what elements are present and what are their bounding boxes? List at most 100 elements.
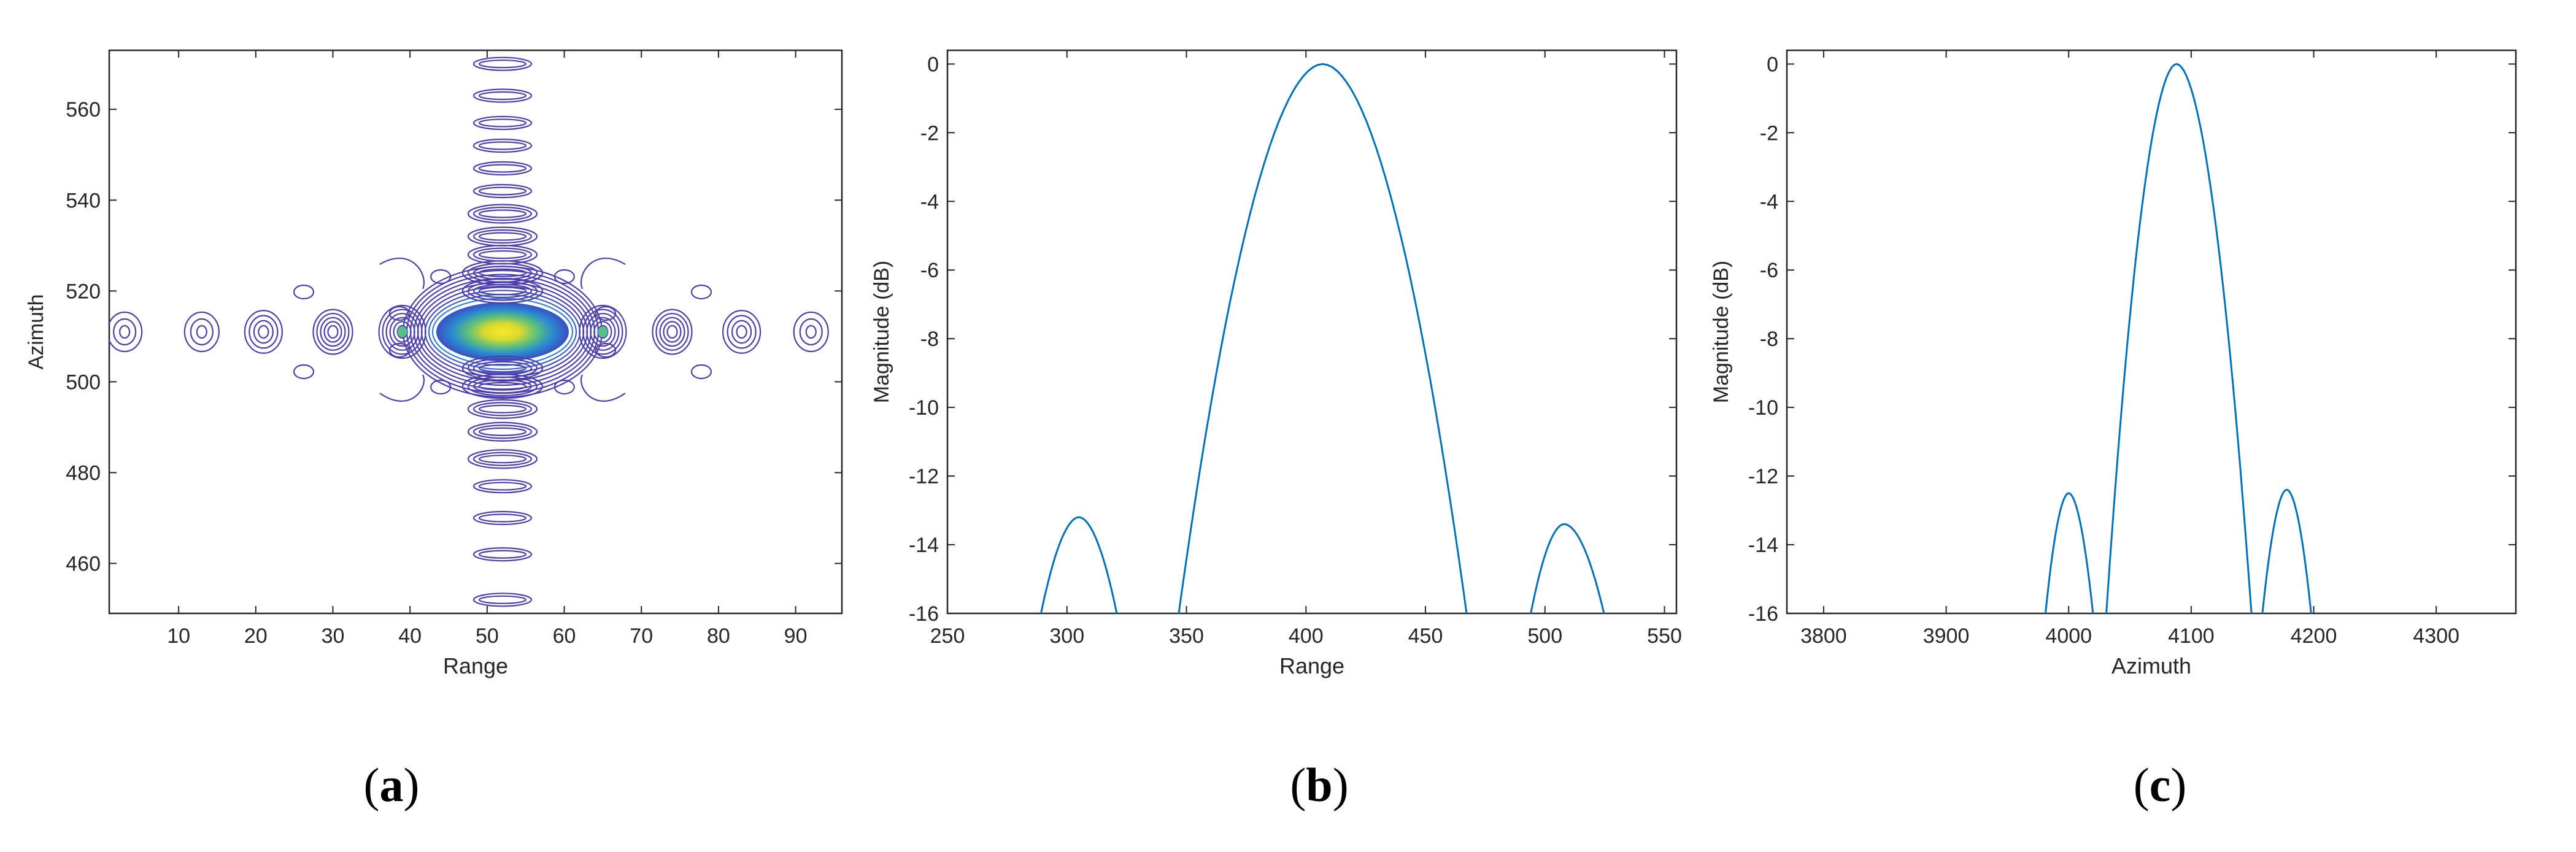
axes-b: 250 300 350 400 450 500 550 0 -2 -4 -6 -8 -10 -12 -14 -… [870,49,1682,678]
y-tick-label: -12 [1748,465,1778,488]
panel-label-b: (b) [1290,758,1349,812]
x-tick-label: 40 [398,624,422,648]
range-sidelobe-core [397,326,407,337]
y-tick-label: 500 [66,370,101,394]
azimuth-sidelobe-contour [478,364,527,373]
x-axis-label: Range [1279,653,1344,678]
range-sidelobe-contour [323,321,342,343]
azimuth-sidelobe-contour [467,421,538,442]
x-tick-label: 30 [322,624,345,648]
axes-c: 3800 3900 4000 4100 4200 4300 0 -2 -4 -6 -8 -10 -12 -… [1710,49,2517,678]
azimuth-sidelobe-contour [472,424,533,439]
range-sidelobe-contour [586,313,620,351]
azimuth-sidelobe-contour [472,266,533,280]
x-tick-label: 10 [167,624,190,648]
y-tick-label: 460 [66,553,101,576]
cross-sidelobe-contour [553,379,575,395]
range-sidelobe-contour [579,304,627,359]
panel-label-c: (c) [2133,758,2187,812]
range-sidelobe-contour [663,321,682,343]
cross-sidelobe-contour [430,269,452,285]
azimuth-sidelobe-contour [478,427,527,436]
range-sidelobe-contour [183,311,220,353]
y-tick-label: -4 [1760,190,1778,213]
azimuth-sidelobe-contour [467,399,538,419]
y-tick-label: 480 [66,462,101,485]
x-tick-label: 550 [1647,624,1682,648]
range-sidelobe-contour [327,324,339,339]
azimuth-sidelobe-contour [472,361,533,375]
azimuth-sidelobe-contour [472,547,533,562]
y-tick-label: -6 [1760,259,1778,282]
plot-area-b [946,49,1678,615]
y-tick-label: -4 [920,190,939,213]
profile-series [1039,63,1605,613]
range-sidelobe-contour [389,317,415,347]
azimuth-sidelobe-contour [478,404,527,413]
x-tick-label: 3800 [1800,624,1847,648]
cross-sidelobe-contour [293,284,315,300]
y-tick-label: 0 [927,53,939,76]
range-sidelobe-contour [727,315,757,349]
azimuth-sidelobe-contour [478,91,527,101]
plot-area-c [1786,49,2517,615]
x-tick-label: 300 [1049,624,1084,648]
azimuth-sidelobe-contour [478,59,527,69]
x-tick-label: 500 [1527,624,1562,648]
range-sidelobe-contour [590,317,616,347]
azimuth-sidelobe-contour [472,138,533,153]
range-sidelobe-contour [312,309,353,355]
range-sidelobe-contour [385,313,419,351]
range-sidelobe-contour [316,313,350,351]
panel-label-a: (a) [363,758,420,812]
azimuth-sidelobe-contour [478,268,527,277]
y-tick-label: -6 [920,259,939,282]
azimuth-sidelobe-contour [478,164,527,173]
azimuth-sidelobe-contour [472,183,533,199]
x-tick-label: 20 [244,624,268,648]
axes-a: 10 20 30 40 50 60 70 80 90 460 480 500 520 540 560 Rang… [25,49,843,678]
y-tick-label: -16 [1748,602,1778,626]
cross-sidelobe-contour [388,342,411,358]
range-sidelobe-contour [582,309,623,355]
azimuth-sidelobe-contour [472,510,533,526]
azimuth-sidelobe-contour [478,513,527,523]
azimuth-sidelobe-contour [472,115,533,131]
range-sidelobe-contour [249,315,279,349]
azimuth-sidelobe-contour [472,229,533,244]
azimuth-sidelobe-contour [478,250,527,259]
y-tick-label: -2 [920,121,939,145]
range-sidelobe-contour [253,320,274,344]
range-sidelobe-contour [731,320,752,344]
azimuth-sidelobe-contour [472,247,533,262]
azimuth-sidelobe-contour [478,482,527,491]
main-lobe-peak [436,302,569,361]
y-tick-label: -16 [909,602,939,626]
y-tick-label: -8 [920,328,939,351]
x-axis-label: Azimuth [2111,653,2191,678]
range-sidelobe-contour [593,321,612,343]
cross-sidelobe-contour [293,364,315,380]
azimuth-sidelobe-contour [467,358,538,378]
range-sidelobe-contour [722,310,762,354]
outer-contour [379,257,626,402]
range-sidelobe-contour [119,324,131,339]
x-tick-label: 4200 [2291,624,2337,648]
y-axis-label: Azimuth [25,294,48,370]
y-axis-label: Magnitude (dB) [1710,261,1733,403]
azimuth-sidelobe-contour [461,355,544,381]
y-tick-label: 0 [1767,53,1778,76]
y-tick-label: -10 [909,396,939,420]
range-sidelobe-contour [190,318,214,346]
azimuth-sidelobe-contour [478,209,527,218]
x-tick-label: 90 [784,624,808,648]
x-tick-label: 70 [630,624,653,648]
y-tick-label: 560 [66,98,101,121]
y-tick-label: -8 [1760,328,1778,351]
x-tick-label: 60 [553,624,576,648]
x-tick-label: 450 [1408,624,1443,648]
cross-sidelobe-contour [595,342,617,358]
lobe-side [1039,516,1118,613]
cross-sidelobe-contour [595,305,617,321]
range-sidelobe-contour [382,309,423,355]
